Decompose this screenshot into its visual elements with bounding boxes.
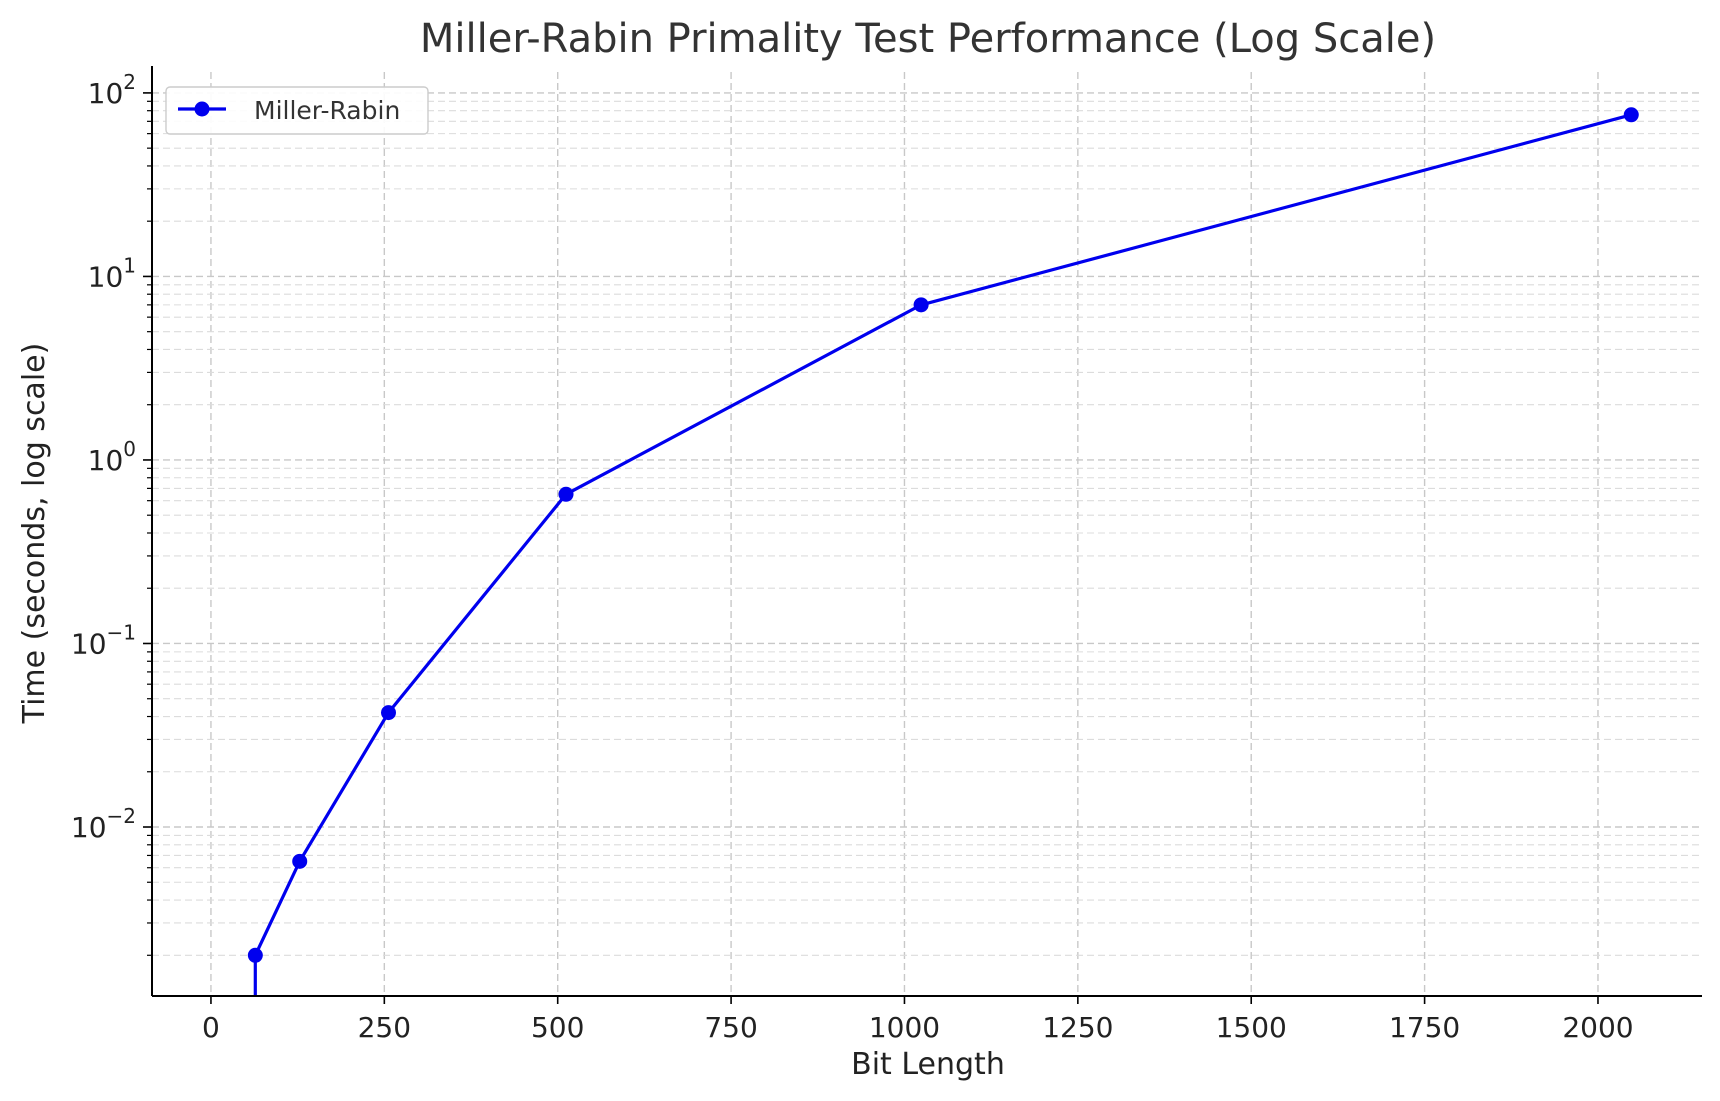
grid [152,72,1702,996]
legend-box [165,86,429,135]
x-tick-label: 750 [704,1011,757,1044]
data-point [913,297,929,313]
chart-title: Miller-Rabin Primality Test Performance … [420,16,1436,62]
data-point [247,947,263,963]
data-point [292,853,308,869]
x-axis-label: Bit Length [851,1047,1005,1082]
legend-marker [194,101,210,117]
y-tick-label: 102 [88,70,136,110]
x-tick-label: 1000 [869,1011,940,1044]
x-tick-label: 1500 [1216,1011,1287,1044]
data-point [380,705,396,721]
legend-label: Miller-Rabin [254,96,400,125]
x-tick-label: 250 [358,1011,411,1044]
x-tick-label: 1250 [1042,1011,1113,1044]
data-point [558,486,574,502]
x-tick-label: 500 [531,1011,584,1044]
data-point [1623,107,1639,123]
legend: Miller-Rabin [165,86,429,135]
y-axis-label: Time (seconds, log scale) [17,343,52,725]
y-tick-label: 10−2 [71,804,136,844]
series-miller-rabin [247,107,1639,996]
y-tick-label: 101 [88,253,136,293]
y-tick-label: 100 [88,437,136,477]
x-tick-label: 1750 [1389,1011,1460,1044]
x-tick-label: 2000 [1562,1011,1633,1044]
x-tick-label: 0 [202,1011,220,1044]
axes: 0 250 500 750 1000 1250 1500 1750 2000 10−2 10−1 10… [71,66,1702,1044]
y-tick-label: 10−1 [71,620,136,660]
